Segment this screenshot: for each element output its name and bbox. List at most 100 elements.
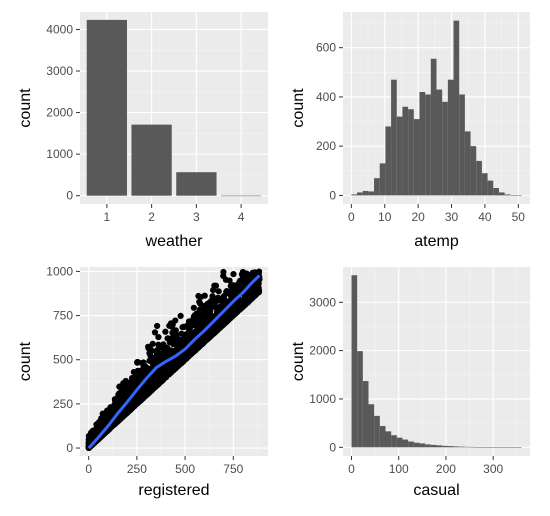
atemp-histogram-bar (357, 192, 363, 196)
scatter-point (202, 306, 209, 313)
casual-x-tick-label: 100 (389, 462, 409, 476)
scatter-point (168, 347, 175, 354)
weather-y-tick-label: 0 (66, 189, 73, 203)
atemp-x-tick-label: 10 (378, 210, 392, 224)
scatter-point (148, 347, 155, 354)
casual-histogram-bar (391, 435, 397, 448)
scatter-point (219, 302, 226, 309)
atemp-histogram-bar (430, 58, 437, 196)
atemp-panel: 0 10 20 30 40 50 0 200 400 600 atemp count (290, 12, 530, 250)
weather-y-tick-label: 3000 (46, 64, 73, 78)
casual-histogram-bar (402, 439, 409, 448)
atemp-histogram-bar (470, 146, 477, 196)
casual-histogram-bar (464, 446, 471, 448)
casual-histogram-bar (425, 444, 431, 448)
atemp-x-tick-label: 50 (512, 210, 526, 224)
scatter-point (160, 341, 167, 348)
scatter-point (245, 272, 252, 279)
casual-histogram-bar (419, 443, 426, 448)
scatter-point (193, 310, 200, 317)
registered-x-axis-title: registered (138, 482, 209, 499)
weather-x-tick-label: 3 (193, 210, 200, 224)
scatter-point (130, 378, 137, 386)
casual-x-tick-label: 200 (436, 462, 456, 476)
scatter-point (121, 410, 129, 417)
atemp-histogram-bar (476, 160, 482, 196)
smooth-trend-line (87, 274, 261, 450)
casual-histogram-bar (510, 447, 516, 448)
scatter-point (196, 298, 203, 306)
weather-bar (221, 195, 262, 197)
casual-histogram-bar (368, 404, 375, 448)
scatter-point (167, 364, 174, 371)
scatter-point (223, 288, 230, 296)
scatter-point (167, 320, 175, 327)
weather-x-tick-label: 1 (104, 210, 111, 224)
weather-x-axis-title: weather (145, 233, 204, 250)
scatter-point (248, 294, 256, 301)
weather-panel: 1 2 3 4 0 1000 2000 3000 4000 weather count (17, 12, 268, 250)
atemp-y-tick-label: 0 (329, 188, 336, 202)
atemp-x-tick-label: 40 (478, 210, 492, 224)
atemp-histogram-bar (379, 163, 386, 196)
atemp-histogram-bar (447, 79, 454, 196)
scatter-point (161, 372, 168, 380)
scatter-point (234, 306, 241, 313)
scatter-point (162, 351, 170, 358)
atemp-histogram-bar (493, 188, 499, 196)
atemp-histogram-bar (362, 190, 369, 196)
atemp-x-tick-label: 20 (411, 210, 425, 224)
casual-histogram-bar (351, 275, 358, 448)
registered-x-tick-label: 500 (175, 462, 195, 476)
scatter-point (177, 312, 184, 320)
casual-histogram-bar (515, 447, 522, 448)
atemp-histogram-bar (487, 180, 494, 196)
atemp-histogram-bar (453, 20, 460, 196)
casual-histogram-bar (476, 447, 482, 448)
weather-y-tick-label: 4000 (46, 22, 73, 36)
weather-x-tick-label: 4 (238, 210, 245, 224)
scatter-point (178, 330, 185, 337)
casual-histogram-bar (453, 446, 460, 448)
scatter-point (183, 333, 190, 341)
casual-histogram-bar (362, 381, 369, 448)
scatter-point (177, 339, 185, 346)
scatter-point (188, 329, 195, 336)
casual-histogram-bar (487, 447, 494, 448)
scatter-point (226, 309, 233, 316)
atemp-histogram-bar (413, 119, 420, 196)
casual-histogram-bar (396, 437, 403, 448)
weather-y-tick-label: 1000 (46, 147, 73, 161)
casual-histogram-bar (408, 441, 414, 448)
scatter-point (215, 288, 222, 295)
scatter-point (128, 402, 135, 409)
scatter-point (227, 282, 234, 290)
scatter-point (162, 328, 169, 335)
casual-histogram-bar (498, 447, 505, 448)
scatter-point (139, 368, 146, 376)
casual-y-tick-label: 1000 (309, 392, 336, 406)
scatter-point (197, 293, 204, 301)
scatter-point (230, 270, 237, 278)
scatter-point (241, 294, 249, 302)
scatter-point (154, 377, 161, 384)
casual-y-tick-label: 0 (329, 440, 336, 454)
scatter-point (192, 345, 200, 352)
atemp-histogram-bar (402, 106, 409, 196)
scatter-point (116, 399, 123, 406)
scatter-point (212, 323, 219, 330)
scatter-point (205, 317, 212, 324)
scatter-point (171, 340, 178, 348)
weather-bar (131, 124, 172, 196)
atemp-x-tick-label: 30 (445, 210, 459, 224)
scatter-point (134, 358, 141, 366)
atemp-x-axis-title: atemp (414, 233, 459, 250)
scatter-point (111, 401, 119, 408)
atemp-histogram-bar (368, 191, 375, 196)
casual-histogram-bar (504, 447, 511, 448)
scatter-point (121, 383, 128, 390)
scatter-point (151, 360, 158, 368)
scatter-point (151, 329, 159, 336)
casual-x-tick-label: 300 (483, 462, 503, 476)
